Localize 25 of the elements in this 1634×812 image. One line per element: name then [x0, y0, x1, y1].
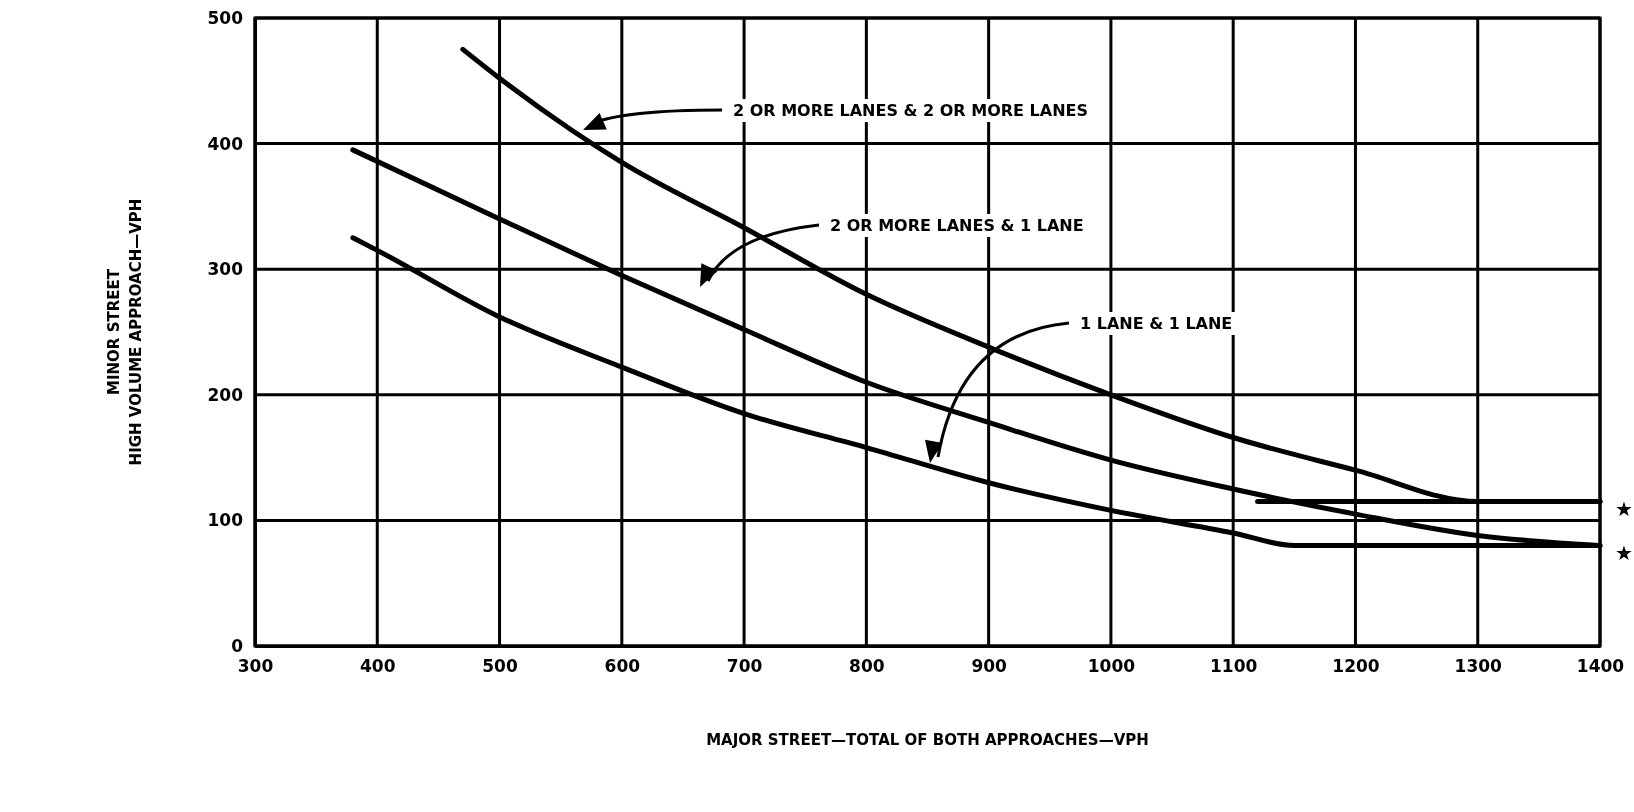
x-tick-label: 1400 — [1576, 656, 1625, 677]
x-tick-label: 1200 — [1332, 656, 1380, 677]
y-tick-label: 300 — [207, 259, 244, 280]
x-tick-label: 300 — [237, 656, 274, 677]
y-tick-label: 200 — [207, 384, 244, 405]
y-tick-label: 100 — [207, 510, 244, 531]
x-tick-label: 500 — [482, 656, 518, 677]
annotation: 1 LANE & 1 LANE — [1080, 314, 1233, 333]
x-tick-label: 900 — [971, 656, 1008, 677]
x-tick-label: 700 — [726, 656, 763, 677]
x-tick-label: 1100 — [1210, 656, 1258, 677]
annotation: ★ — [1615, 540, 1633, 565]
x-tick-label: 1000 — [1087, 656, 1136, 677]
x-tick-label: 600 — [604, 656, 641, 677]
annotation: 2 OR MORE LANES & 1 LANE — [830, 216, 1084, 235]
y-axis-title: MINOR STREET HIGH VOLUME APPROACH—VPH — [105, 198, 145, 466]
x-tick-label: 400 — [360, 656, 396, 677]
x-axis-title: MAJOR STREET—TOTAL OF BOTH APPROACHES—VPH — [706, 731, 1149, 749]
annotation: 2 OR MORE LANES & 2 OR MORE LANES — [733, 101, 1089, 120]
y-tick-label: 400 — [207, 133, 244, 154]
annotation: ★ — [1615, 496, 1633, 521]
y-tick-label: 0 — [231, 635, 244, 656]
y-tick-label: 500 — [207, 7, 244, 28]
x-tick-label: 800 — [849, 656, 885, 677]
x-tick-label: 1300 — [1454, 656, 1503, 677]
